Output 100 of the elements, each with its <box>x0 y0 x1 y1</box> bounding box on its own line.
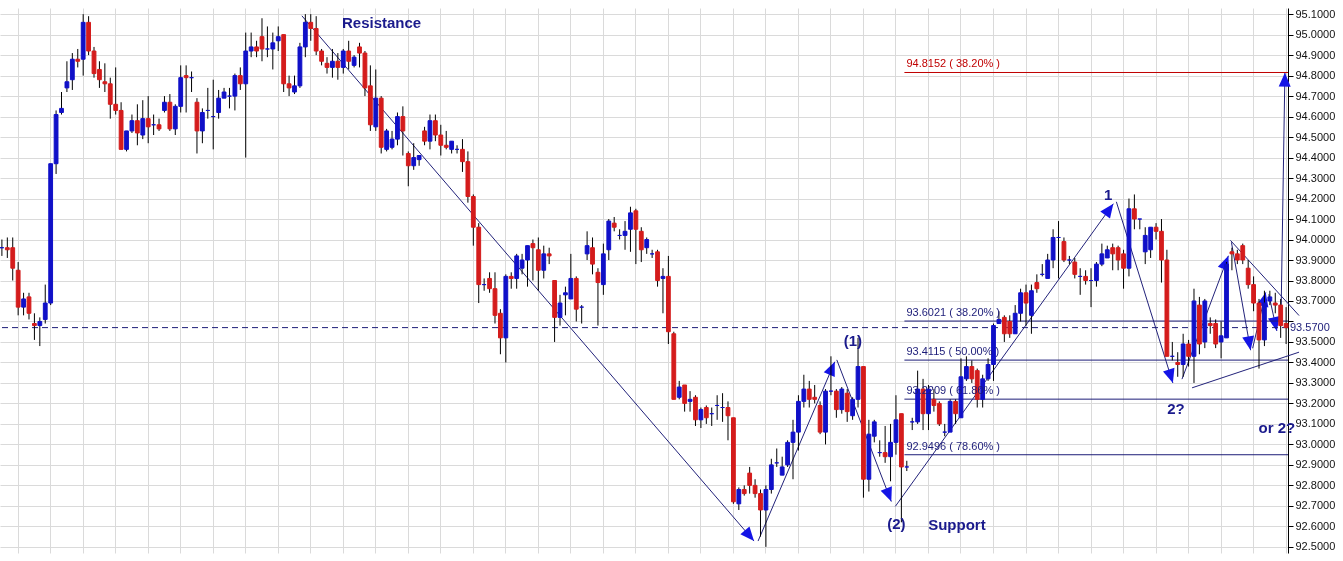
annotation: Support <box>928 515 986 533</box>
candlestick <box>232 73 238 111</box>
y-tick-label: 94.7000 <box>1295 89 1336 102</box>
candlestick <box>199 107 205 144</box>
candlestick <box>1034 273 1040 294</box>
candlestick <box>839 386 845 415</box>
candlestick <box>405 150 411 187</box>
y-tick-label: 93.8000 <box>1295 274 1336 286</box>
y-tick-label: 92.9000 <box>1295 458 1336 471</box>
candlestick <box>156 118 162 132</box>
candlestick <box>779 456 785 476</box>
y-tick-label: 93.3000 <box>1295 376 1336 389</box>
candlestick <box>595 267 601 327</box>
candlestick <box>725 400 731 441</box>
y-tick-label: 95.0000 <box>1295 28 1336 41</box>
candlestick <box>882 425 888 464</box>
candlestick <box>530 239 536 281</box>
candlestick <box>275 25 281 52</box>
ref-line-label: 94.8152 ( 38.20% ) <box>906 57 1001 70</box>
y-tick-label: 92.5000 <box>1295 540 1336 553</box>
y-tick-label: 92.8000 <box>1295 478 1336 491</box>
y-tick-label: 94.8000 <box>1295 69 1336 82</box>
y-tick-label: 94.9000 <box>1295 48 1336 61</box>
candlestick <box>335 52 341 81</box>
candlestick <box>21 292 26 316</box>
candlestick <box>579 304 585 325</box>
candlestick <box>590 236 595 275</box>
candlestick <box>330 48 335 79</box>
candlestick <box>427 114 433 150</box>
y-tick-label: 94.5000 <box>1295 130 1336 143</box>
annotation: 2? <box>1167 400 1185 418</box>
y-tick-label: 94.3000 <box>1295 171 1336 184</box>
candlestick <box>633 208 639 265</box>
y-tick-label: 93.2000 <box>1295 396 1336 409</box>
candlestick <box>676 380 682 400</box>
y-tick-label: 93.0000 <box>1295 437 1336 450</box>
candlestick <box>1131 193 1137 230</box>
candlestick <box>324 56 330 75</box>
candlestick <box>703 404 709 425</box>
candlestick <box>698 407 704 429</box>
y-tick-label: 94.6000 <box>1295 110 1336 123</box>
annotation: Resistance <box>341 13 422 31</box>
annotation: (1) <box>843 331 863 349</box>
candlestick <box>693 394 698 427</box>
candlestick <box>638 226 644 263</box>
candlestick <box>535 236 541 292</box>
candlestick <box>145 95 151 144</box>
y-tick-label: 94.4000 <box>1295 151 1336 164</box>
candlestick <box>422 126 427 146</box>
candlestick <box>833 388 839 419</box>
candlestick <box>237 66 243 91</box>
candlestick <box>59 91 64 116</box>
candlestick <box>1186 339 1191 368</box>
ref-line-label: 92.9496 ( 78.60% ) <box>906 439 1001 452</box>
candlestick <box>736 486 742 511</box>
y-tick-label: 93.5000 <box>1295 335 1336 348</box>
candlestick <box>270 32 276 70</box>
y-tick-label: 94.0000 <box>1295 233 1336 246</box>
candlestick <box>649 249 655 259</box>
y-tick-label: 93.9000 <box>1295 253 1336 266</box>
candlestick <box>682 384 688 413</box>
candlestick <box>953 398 958 425</box>
candlestick <box>75 48 81 68</box>
y-tick-label: 93.7000 <box>1295 294 1336 307</box>
candlestick <box>400 105 406 157</box>
candlestick <box>1023 284 1029 327</box>
candlestick <box>69 52 75 91</box>
candlestick <box>844 388 850 423</box>
y-tick-label: 92.6000 <box>1295 519 1336 532</box>
y-tick-label: 92.7000 <box>1295 499 1336 512</box>
candlestick <box>1061 236 1067 263</box>
candlestick <box>340 48 346 75</box>
annotation: 1 <box>1104 186 1113 204</box>
candlestick <box>1137 218 1143 230</box>
candlestick <box>557 294 563 327</box>
candlestick <box>1175 351 1181 378</box>
y-tick-label: 94.1000 <box>1295 212 1336 225</box>
candlestick <box>687 390 693 413</box>
y-tick-label: 93.4000 <box>1295 355 1336 368</box>
candlestick <box>1180 333 1186 378</box>
candlestick <box>140 99 146 140</box>
candlestick <box>37 316 43 347</box>
candlestick <box>628 206 633 253</box>
candlestick <box>1072 257 1078 279</box>
candlestick <box>660 267 666 314</box>
y-tick-label: 94.2000 <box>1295 192 1336 205</box>
annotation: (2) <box>887 514 906 532</box>
candlestick <box>134 103 140 146</box>
candlestick <box>64 60 70 93</box>
y-tick-label: 93.1000 <box>1295 417 1336 430</box>
candlestick <box>26 292 32 320</box>
candlestick <box>183 64 189 113</box>
candlestick <box>541 245 547 279</box>
ref-line-label: 93.6021 ( 38.20% ) <box>906 306 1001 319</box>
ref-line-label: 93.5700 <box>1290 320 1330 333</box>
candlestick <box>622 220 628 251</box>
y-tick-label: 95.1000 <box>1295 7 1336 20</box>
candlestick <box>584 230 590 261</box>
candlestick <box>346 40 352 70</box>
candlestick <box>32 312 37 341</box>
